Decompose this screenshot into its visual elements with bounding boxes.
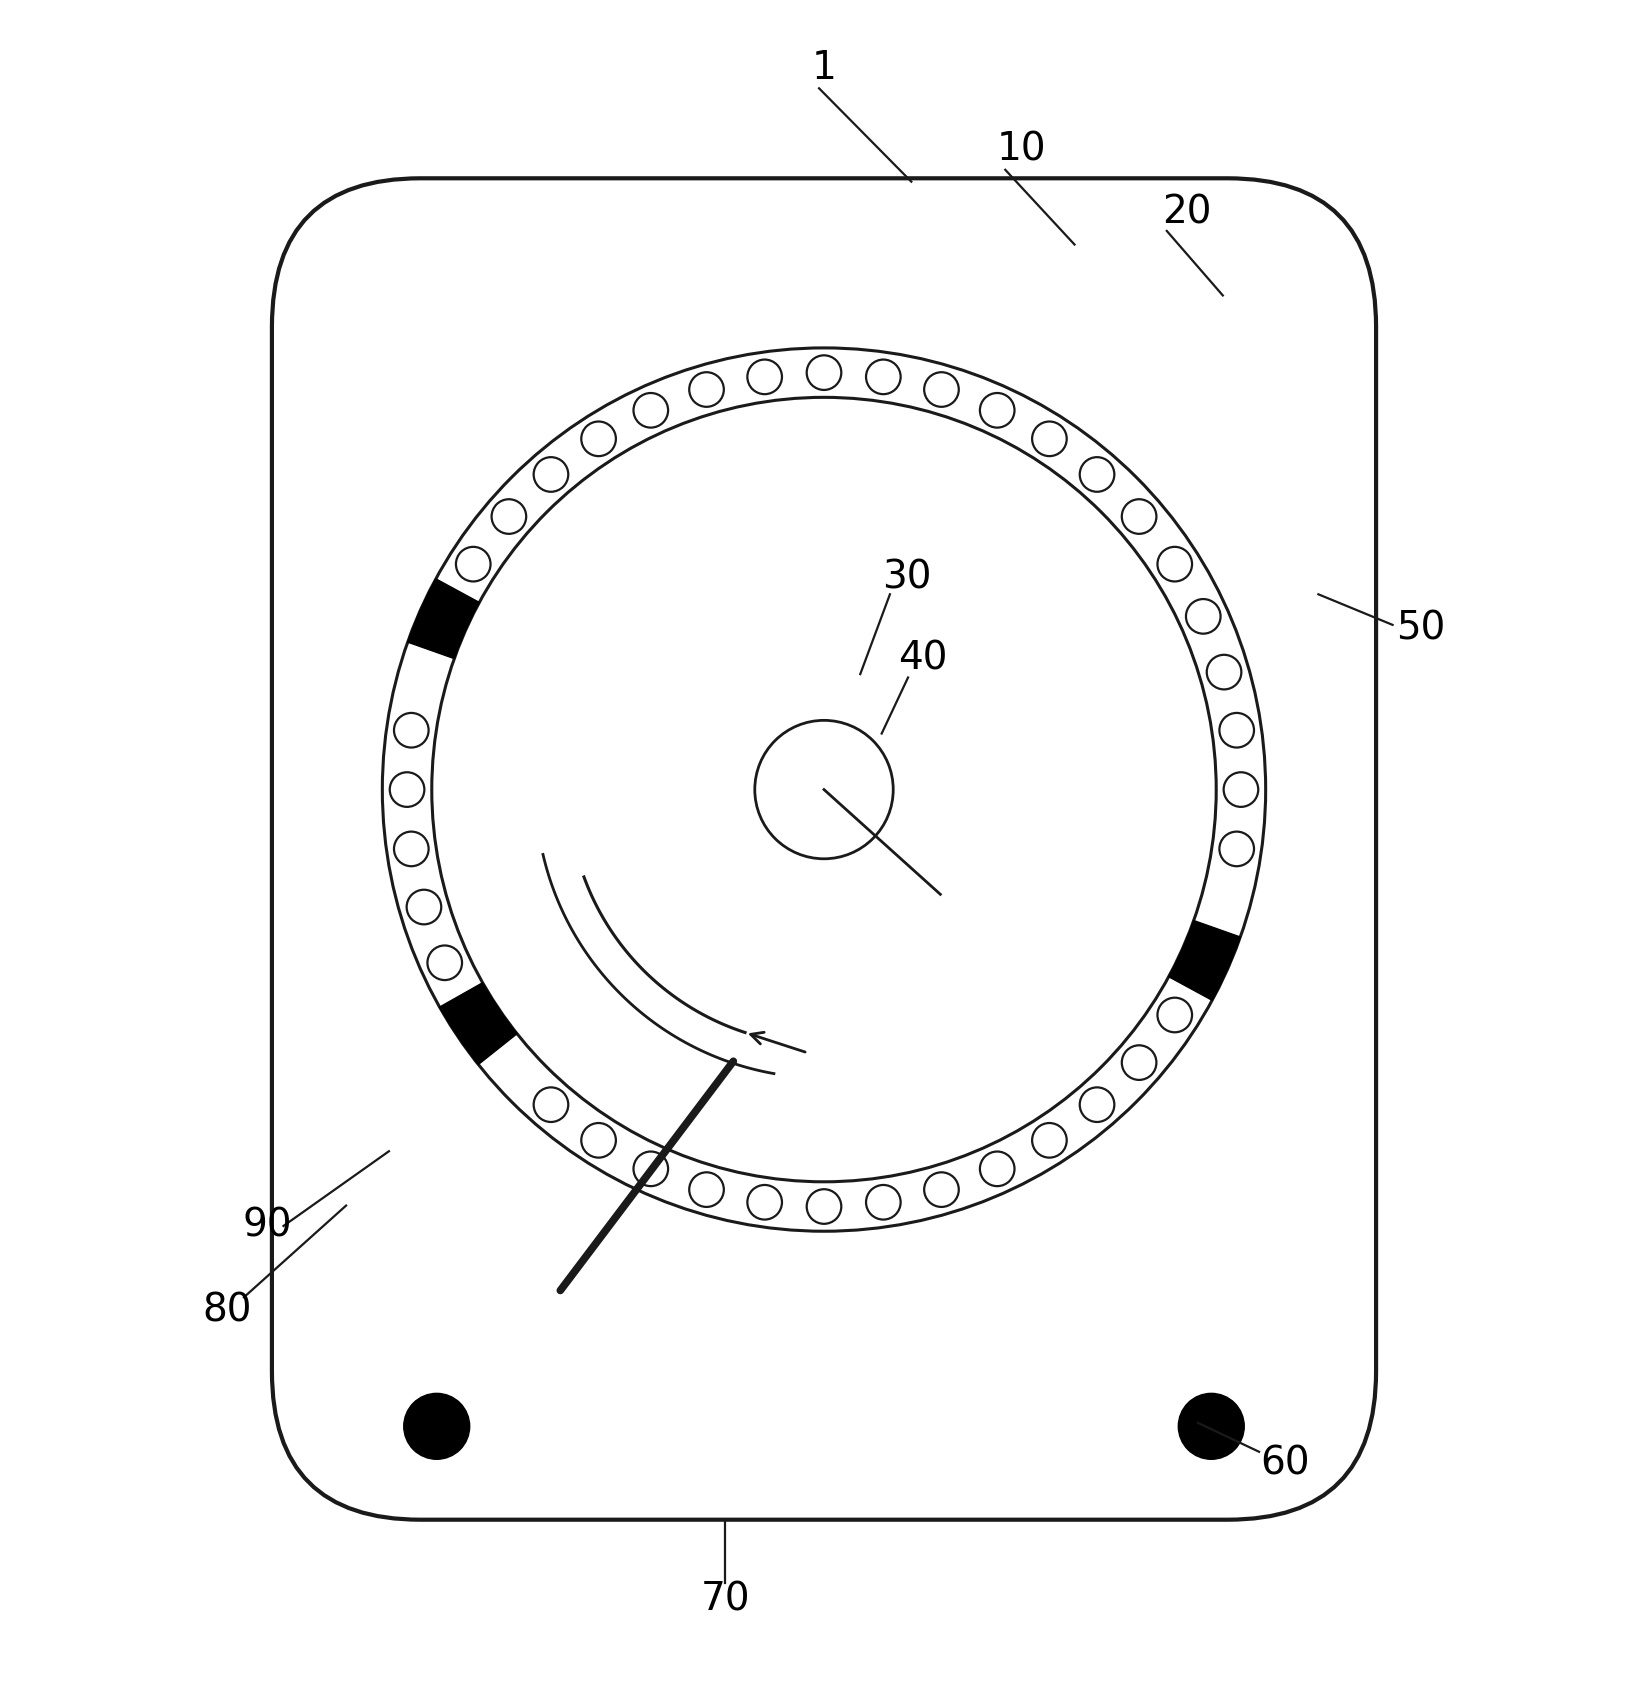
Circle shape [747,360,781,394]
Circle shape [534,1087,569,1122]
Circle shape [1206,655,1241,689]
Circle shape [1157,998,1192,1032]
Wedge shape [1168,920,1241,1000]
Circle shape [394,832,428,866]
Circle shape [689,372,723,408]
Circle shape [491,499,526,533]
Circle shape [389,773,425,807]
Circle shape [404,1394,470,1459]
Text: 40: 40 [898,640,948,678]
Wedge shape [407,579,480,659]
Circle shape [1220,713,1254,747]
Circle shape [534,457,569,492]
Circle shape [407,890,442,924]
Circle shape [432,397,1216,1182]
Circle shape [755,720,893,859]
Circle shape [981,392,1015,428]
Text: 10: 10 [997,131,1046,168]
Circle shape [1032,1122,1066,1158]
Text: 1: 1 [811,49,837,87]
Circle shape [382,348,1266,1231]
Circle shape [925,372,959,408]
Circle shape [806,1189,840,1224]
Circle shape [427,946,461,980]
Circle shape [633,1151,667,1187]
Circle shape [981,1151,1015,1187]
Circle shape [394,713,428,747]
Text: 70: 70 [700,1581,750,1618]
Circle shape [867,360,901,394]
Circle shape [633,392,667,428]
Circle shape [1157,547,1192,581]
Circle shape [1032,421,1066,457]
Circle shape [582,1122,616,1158]
Circle shape [456,547,491,581]
Text: 50: 50 [1396,610,1445,647]
Wedge shape [440,983,517,1065]
Text: 60: 60 [1261,1445,1310,1482]
Circle shape [1178,1394,1244,1459]
Text: 20: 20 [1162,194,1211,231]
FancyBboxPatch shape [272,178,1376,1520]
Circle shape [1223,773,1259,807]
Circle shape [925,1172,959,1207]
Circle shape [1079,457,1114,492]
Text: 90: 90 [242,1207,292,1245]
Circle shape [1122,499,1157,533]
Text: 30: 30 [882,559,931,596]
Circle shape [1187,599,1221,633]
Circle shape [747,1185,781,1219]
Circle shape [689,1172,723,1207]
Circle shape [867,1185,901,1219]
Text: 80: 80 [203,1292,252,1330]
Circle shape [582,421,616,457]
Circle shape [806,355,840,391]
Circle shape [1079,1087,1114,1122]
Circle shape [1220,832,1254,866]
Circle shape [1122,1046,1157,1080]
